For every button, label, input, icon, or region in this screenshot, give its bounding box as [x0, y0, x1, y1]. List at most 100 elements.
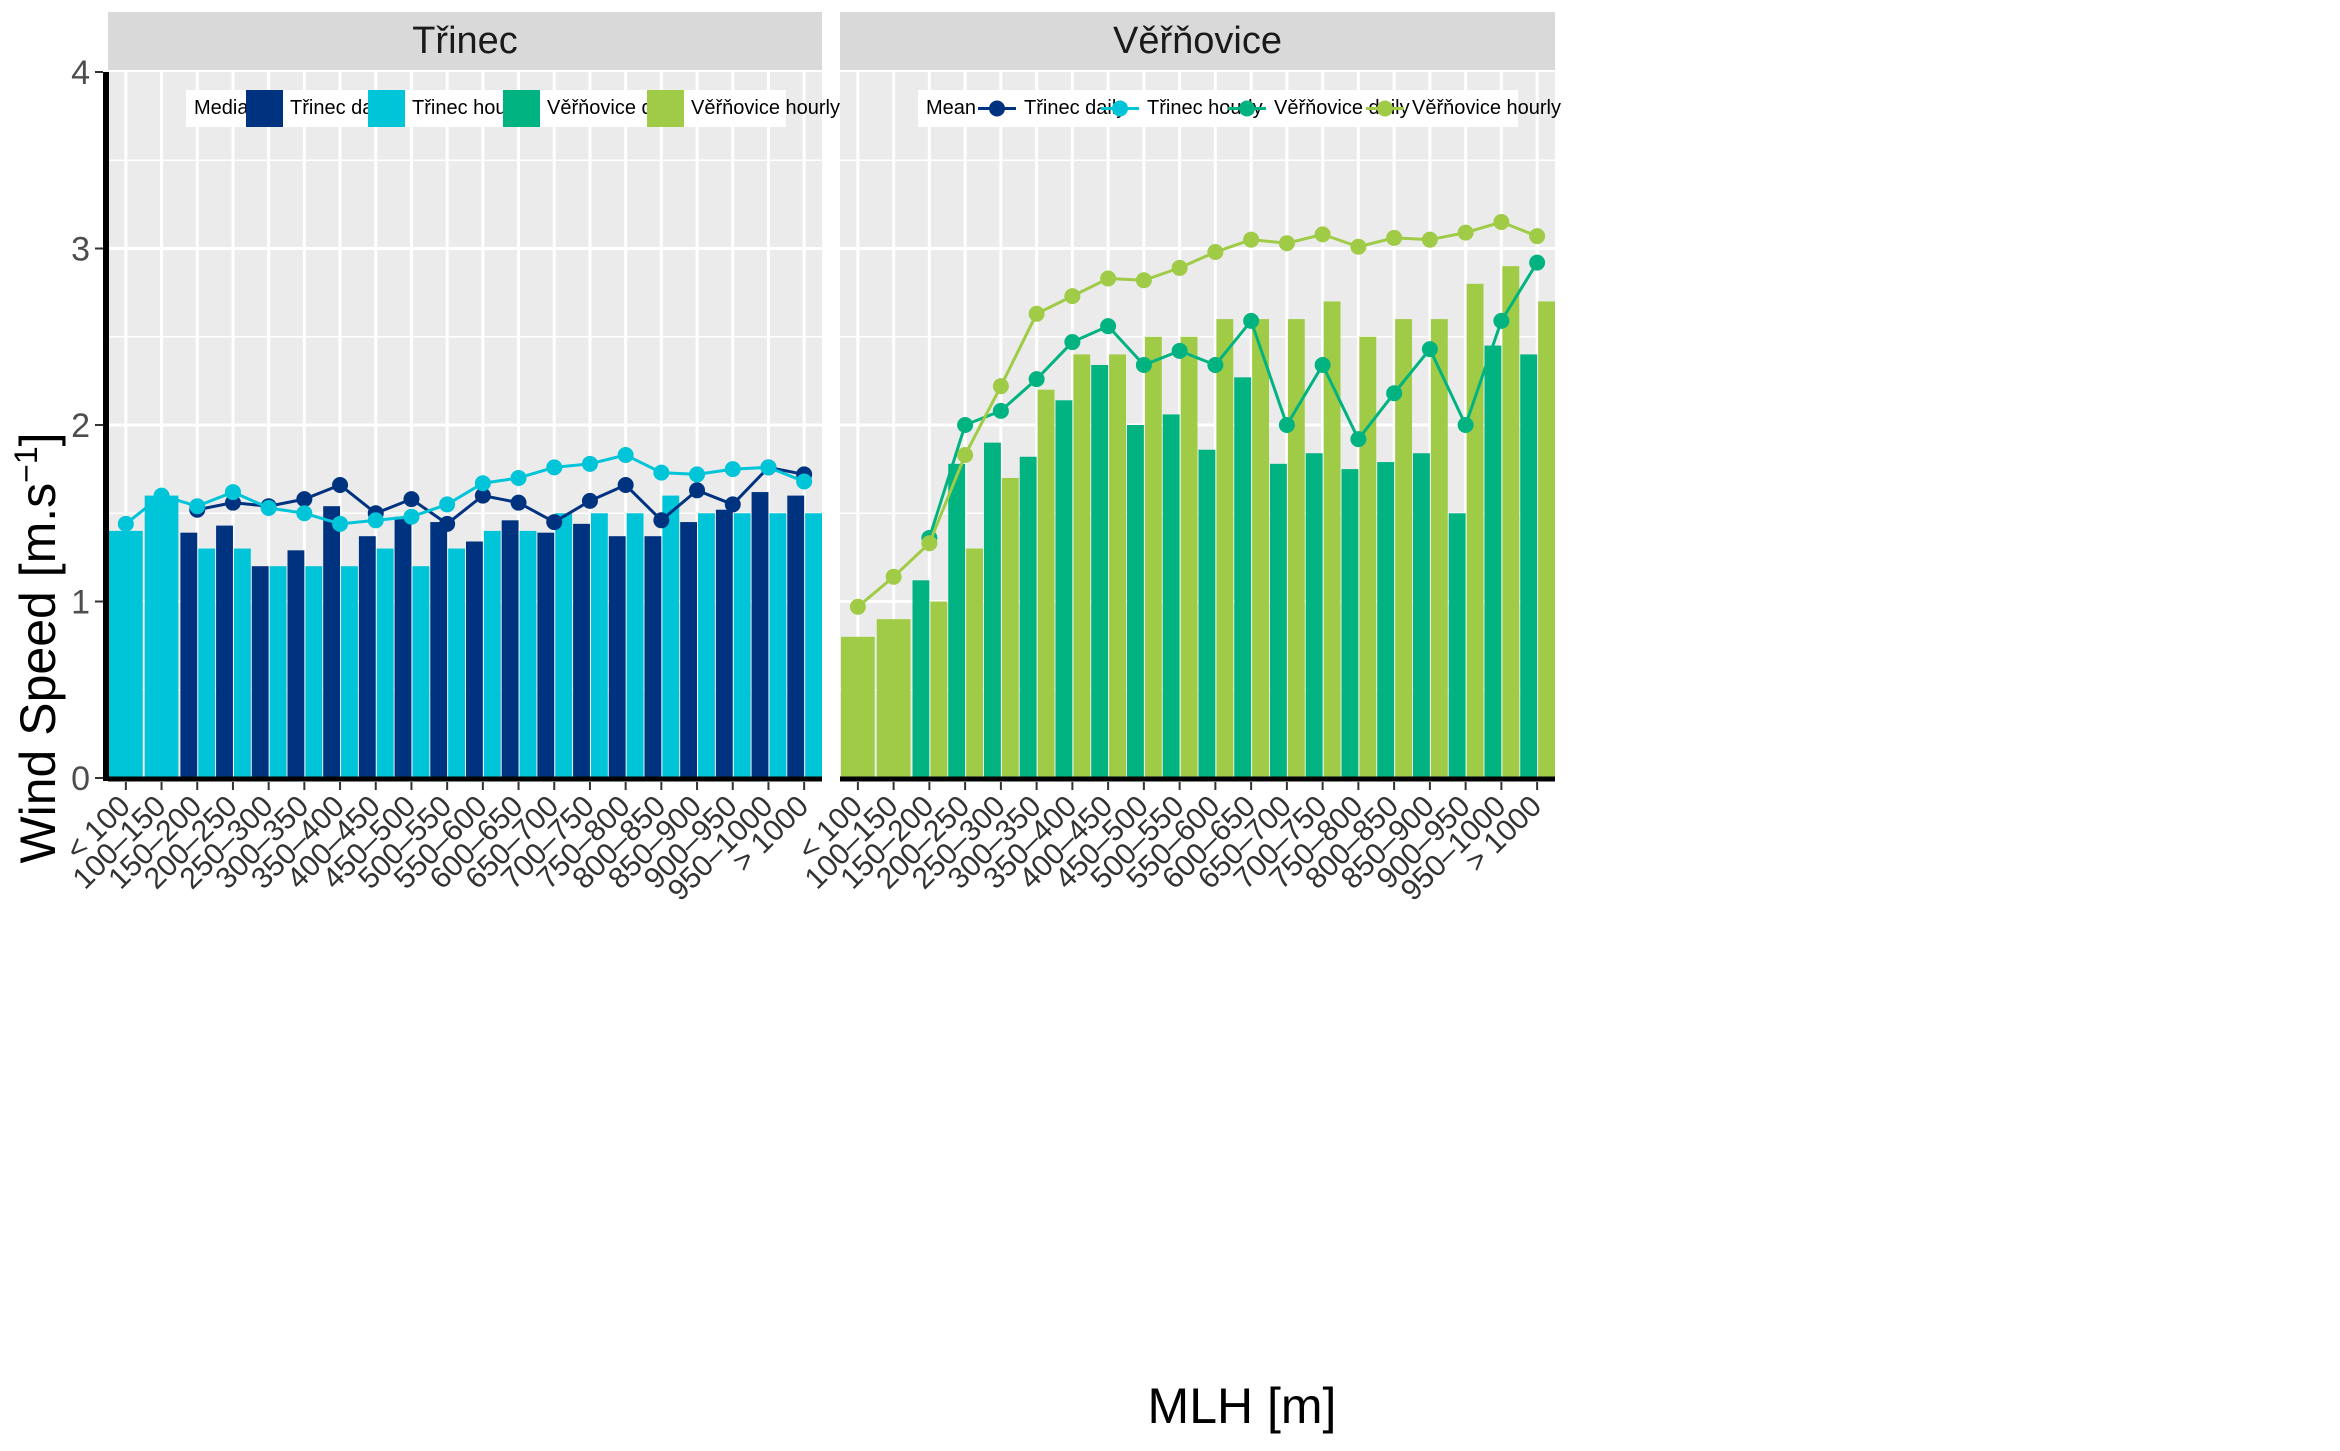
bar-trinec-hourly [269, 566, 287, 778]
bar-vernovice-hourly [1466, 283, 1484, 778]
bar-vernovice-daily [1448, 513, 1466, 778]
bar-vernovice-hourly [1287, 319, 1305, 778]
point-vernovice-hourly [992, 378, 1009, 395]
point-trinec-hourly [224, 484, 241, 501]
point-vernovice-daily [1028, 371, 1045, 388]
point-trinec-hourly [546, 459, 563, 476]
bar-trinec-daily [787, 495, 805, 778]
point-trinec-hourly [617, 447, 634, 464]
point-vernovice-hourly [1135, 272, 1152, 289]
bar-vernovice-hourly [1109, 354, 1126, 778]
y-tick-label: 1 [71, 584, 90, 622]
bar-vernovice-hourly [1430, 319, 1448, 778]
bar-vernovice-hourly [1073, 354, 1091, 778]
point-vernovice-daily [1350, 431, 1367, 448]
panel-vernovice: Věřňovice< 100100–150150–200200–250250–3… [792, 12, 1561, 907]
y-tick-label: 4 [71, 54, 90, 92]
bar-trinec-hourly [376, 548, 394, 778]
point-vernovice-hourly [1421, 231, 1438, 248]
point-trinec-hourly [332, 515, 349, 532]
point-vernovice-hourly [885, 568, 902, 585]
panel-trinec: Třinec< 100100–150150–200200–250250–3003… [60, 12, 840, 907]
point-trinec-hourly [260, 499, 277, 516]
point-vernovice-daily [1493, 312, 1510, 329]
y-tick-label: 0 [71, 760, 90, 798]
panel-strip [840, 12, 1555, 70]
bar-trinec-hourly [109, 530, 143, 778]
bar-trinec-daily [715, 509, 733, 778]
bar-vernovice-daily [1341, 469, 1359, 778]
bar-vernovice-hourly [966, 548, 983, 778]
y-axis-label: Wind Speed [m.s−1] [8, 432, 66, 863]
point-trinec-daily [689, 482, 706, 499]
bar-vernovice-daily [1520, 354, 1538, 778]
bar-trinec-hourly [448, 548, 465, 778]
bar-vernovice-hourly [1323, 301, 1341, 778]
point-vernovice-daily [992, 402, 1009, 419]
point-vernovice-hourly [1171, 259, 1188, 276]
bar-trinec-hourly [769, 513, 787, 778]
legend: Median Třinec daily Třinec hourly Věřňovice… [186, 90, 840, 127]
bar-trinec-hourly [662, 495, 680, 778]
bar-vernovice-daily [1198, 449, 1216, 778]
bar-trinec-hourly [698, 513, 715, 778]
bar-trinec-daily [251, 566, 269, 778]
y-tick-label: 2 [71, 407, 90, 445]
bar-trinec-daily [180, 532, 198, 778]
bar-vernovice-daily [1377, 462, 1395, 778]
point-vernovice-hourly [1028, 305, 1045, 322]
legend-background [918, 90, 1518, 127]
bar-vernovice-daily [1055, 400, 1073, 778]
point-vernovice-daily [1278, 417, 1295, 433]
bar-trinec-daily [501, 520, 519, 778]
y-axis: 0 1 2 3 4 [71, 54, 109, 798]
bar-vernovice-daily [1305, 453, 1323, 778]
y-axis-group: Wind Speed [m.s−1] [8, 432, 66, 863]
point-vernovice-hourly [1350, 238, 1367, 255]
legend-title: Mean [926, 97, 976, 119]
point-trinec-daily [510, 494, 527, 511]
bar-vernovice-daily [1413, 453, 1430, 778]
point-trinec-hourly [474, 475, 491, 492]
point-trinec-hourly [296, 505, 313, 522]
bar-trinec-hourly [233, 548, 251, 778]
point-vernovice-hourly [1314, 226, 1331, 243]
point-vernovice-hourly [1493, 214, 1510, 231]
bar-trinec-hourly [626, 513, 644, 778]
point-trinec-hourly [189, 498, 206, 515]
bar-vernovice-daily [1019, 456, 1037, 778]
point-trinec-hourly [653, 464, 670, 481]
point-trinec-hourly [367, 512, 384, 529]
legend-background [186, 90, 786, 127]
point-vernovice-daily [1243, 312, 1260, 329]
point-vernovice-daily [1386, 385, 1403, 402]
bar-trinec-daily [358, 536, 376, 778]
point-trinec-hourly [689, 466, 706, 483]
legend-key-point-vernovice-hourly [1377, 100, 1393, 117]
legend-key-point-vernovice-daily [1239, 100, 1255, 117]
point-vernovice-daily [1064, 334, 1081, 351]
point-vernovice-daily [1421, 341, 1438, 358]
bar-vernovice-hourly [841, 636, 875, 778]
point-vernovice-hourly [957, 447, 974, 464]
bar-trinec-hourly [341, 566, 358, 778]
bar-trinec-daily [537, 532, 555, 778]
panel-title: Věřňovice [1113, 20, 1282, 62]
bar-vernovice-daily [1270, 463, 1287, 778]
point-trinec-hourly [403, 508, 420, 525]
bar-trinec-daily [323, 506, 341, 778]
bar-vernovice-daily [1162, 414, 1180, 778]
point-vernovice-daily [1529, 254, 1546, 271]
bar-trinec-daily [287, 550, 305, 778]
legend-label-trinec-hourly: Třinec hourly [1147, 97, 1263, 119]
bar-vernovice-daily [1127, 425, 1144, 778]
bar-vernovice-daily [912, 580, 930, 778]
bar-trinec-daily [394, 516, 412, 778]
bar-vernovice-hourly [1144, 336, 1162, 778]
point-vernovice-hourly [1278, 235, 1295, 252]
point-trinec-daily [296, 491, 313, 508]
panel-title: Třinec [412, 20, 518, 62]
bar-vernovice-hourly [1180, 336, 1198, 778]
bar-trinec-hourly [198, 548, 216, 778]
bar-trinec-hourly [733, 513, 751, 778]
